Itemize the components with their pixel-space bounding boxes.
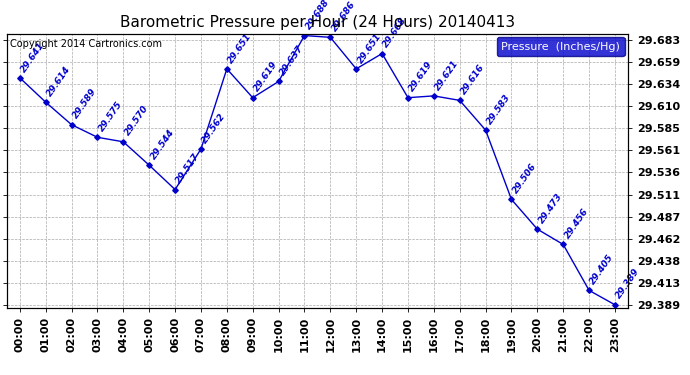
Text: 29.405: 29.405 <box>589 253 616 286</box>
Text: 29.562: 29.562 <box>201 111 228 145</box>
Text: 29.651: 29.651 <box>356 31 383 65</box>
Text: 29.583: 29.583 <box>485 92 513 126</box>
Text: Copyright 2014 Cartronics.com: Copyright 2014 Cartronics.com <box>10 39 162 49</box>
Text: 29.621: 29.621 <box>433 58 461 92</box>
Legend: Pressure  (Inches/Hg): Pressure (Inches/Hg) <box>497 37 624 56</box>
Text: 29.686: 29.686 <box>330 0 357 33</box>
Text: 29.389: 29.389 <box>615 267 642 301</box>
Text: 29.575: 29.575 <box>97 100 124 133</box>
Text: 29.651: 29.651 <box>226 31 254 65</box>
Text: 29.668: 29.668 <box>382 16 409 50</box>
Text: 29.506: 29.506 <box>511 162 538 195</box>
Text: 29.614: 29.614 <box>46 64 72 98</box>
Text: 29.544: 29.544 <box>149 128 176 161</box>
Text: 29.616: 29.616 <box>460 63 486 96</box>
Text: 29.619: 29.619 <box>253 60 279 93</box>
Title: Barometric Pressure per Hour (24 Hours) 20140413: Barometric Pressure per Hour (24 Hours) … <box>120 15 515 30</box>
Text: 29.517: 29.517 <box>175 152 202 185</box>
Text: 29.641: 29.641 <box>19 40 47 74</box>
Text: 29.570: 29.570 <box>123 104 150 138</box>
Text: 29.473: 29.473 <box>537 192 564 225</box>
Text: 29.688: 29.688 <box>304 0 331 32</box>
Text: 29.456: 29.456 <box>563 207 590 240</box>
Text: 29.619: 29.619 <box>408 60 435 93</box>
Text: 29.637: 29.637 <box>278 44 306 77</box>
Text: 29.589: 29.589 <box>71 87 99 120</box>
